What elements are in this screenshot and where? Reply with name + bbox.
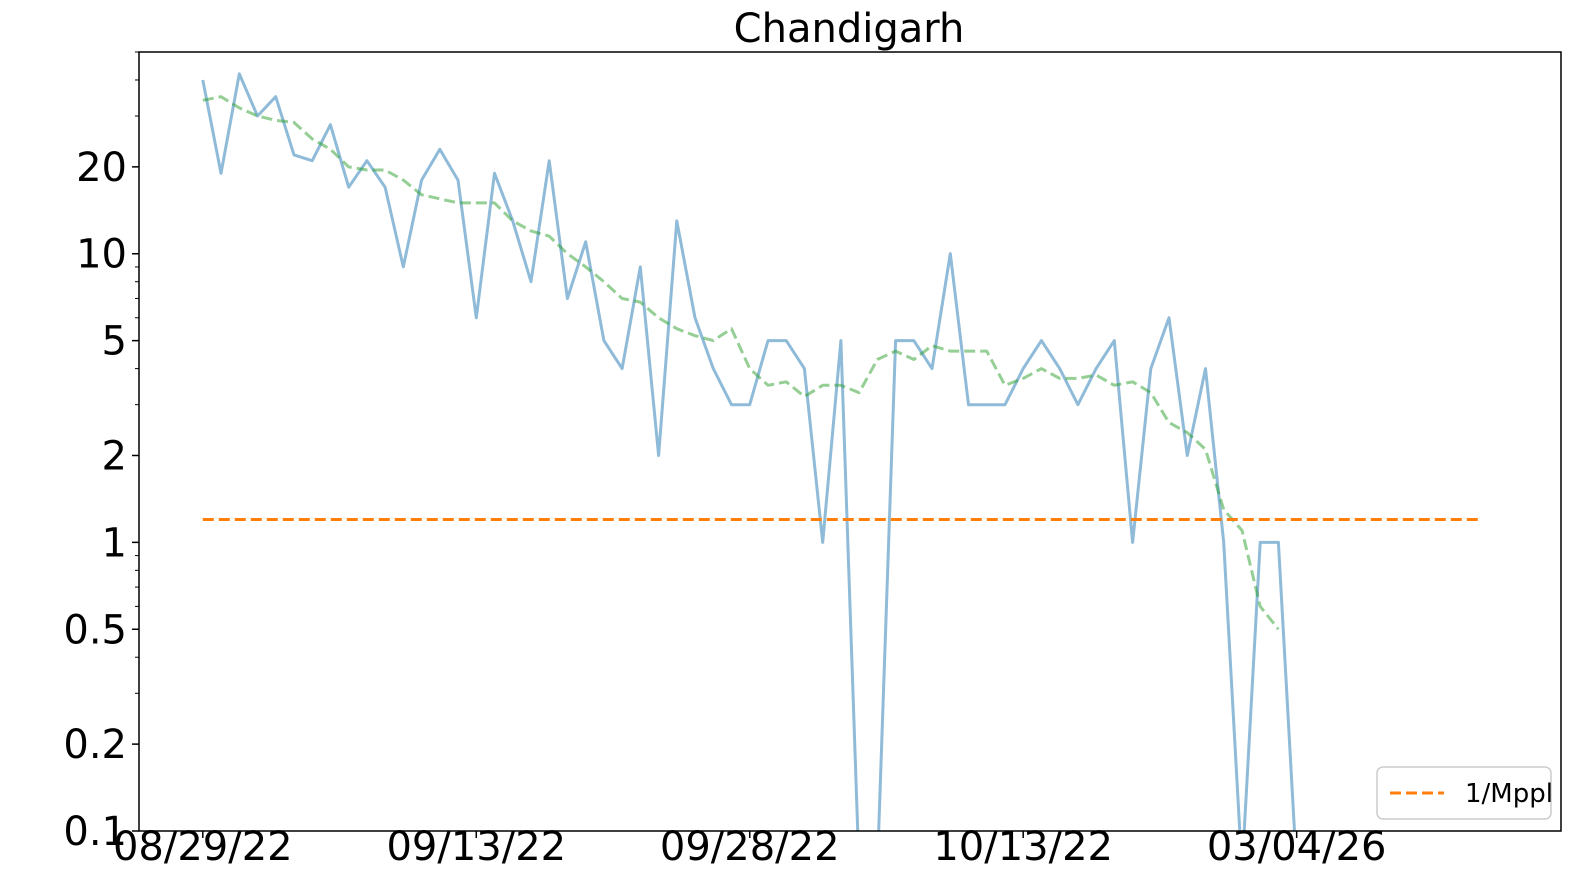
x-tick-label: 08/29/22 [113,824,293,870]
legend-label-mppl: 1/Mppl [1465,779,1553,809]
y-tick-label: 0.5 [63,607,127,653]
x-tick-label: 10/13/22 [933,824,1113,870]
y-tick-label: 0.1 [63,809,127,855]
y-axis: 0.1 0.2 0.5 1 2 5 10 20 [63,51,139,855]
legend-box [1376,766,1552,820]
series-line-1 [202,95,1280,631]
chart-title: Chandigarh [734,6,965,52]
y-tick-label: 0.2 [63,722,127,768]
x-tick-label: 03/04/26 [1207,824,1387,870]
y-tick-label: 2 [102,433,127,479]
legend: 1/Mppl [1376,766,1553,820]
x-tick-label: 09/28/22 [660,824,840,870]
series-layer [201,72,1479,831]
plot-frame [138,51,1562,832]
x-tick-label: 09/13/22 [386,824,566,870]
y-tick-label: 20 [76,145,127,191]
series-line-0 [201,72,1296,831]
y-tick-label: 5 [102,319,127,365]
y-tick-label: 1 [102,520,127,566]
y-tick-label: 10 [76,232,127,278]
x-axis: 08/29/22 09/13/22 09/28/22 10/13/22 03/04/26 [113,824,1387,870]
